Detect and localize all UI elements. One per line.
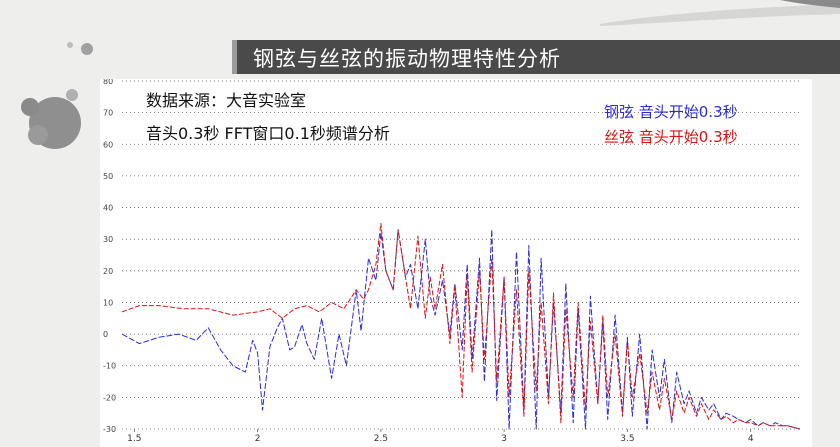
y-tick-label: 30 [103,235,113,244]
x-tick-label: 1.5 [127,434,141,444]
data-source-note: 数据来源：大音实验室 [146,91,307,110]
x-tick-label: 2.5 [374,434,388,444]
y-tick-label: -30 [103,425,116,434]
title-bar: 钢弦与丝弦的振动物理特性分析 [232,40,840,74]
legend-silk-string: 丝弦 音头开始0.3秒 [604,128,738,146]
x-tick-label: 4 [748,434,754,444]
y-tick-label: 0 [103,330,108,339]
brush-stroke-decoration [600,0,840,26]
y-tick-label: 10 [103,298,113,307]
chart-panel: 80 70 60 50 40 30 20 10 0 -10 -20 -30 1.5 2 2.5 3 3.5 4 数… [100,79,812,447]
x-tick-label: 2 [255,434,261,444]
x-tick-label: 3.5 [620,434,634,444]
series-line-silk [121,222,801,430]
y-tick-label: 50 [103,172,113,181]
y-tick-label: 70 [103,109,113,118]
y-tick-label: -20 [103,393,116,402]
y-tick-label: 60 [103,140,113,149]
y-tick-label: 20 [103,267,113,276]
x-tick-label: 3 [501,434,507,444]
analysis-method-note: 音头0.3秒 FFT窗口0.1秒频谱分析 [146,124,390,143]
y-tick-label: 40 [103,204,113,213]
y-tick-label: -10 [103,362,116,371]
page-title: 钢弦与丝弦的振动物理特性分析 [253,47,561,71]
spectrum-chart: 80 70 60 50 40 30 20 10 0 -10 -20 -30 1.5 2 2.5 3 3.5 4 [103,79,801,444]
y-tick-label: 80 [103,79,113,86]
series-line-steel [121,229,801,430]
ink-decoration [21,42,93,149]
legend-steel-string: 钢弦 音头开始0.3秒 [604,103,738,121]
